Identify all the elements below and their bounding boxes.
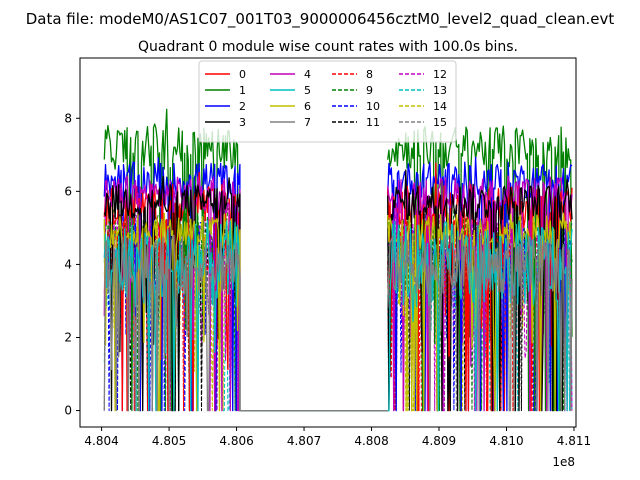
legend-label-9: 9 [366,84,373,97]
legend-label-7: 7 [304,116,311,129]
figure-suptitle: Data file: modeM0/AS1C07_001T03_90000064… [26,10,615,29]
legend-box [198,60,457,143]
axes-frame [79,57,577,428]
y-tick-label: 2 [64,330,72,344]
x-tick-label: 4.807 [287,434,321,448]
legend-label-10: 10 [366,100,380,113]
legend-label-14: 14 [433,100,447,113]
x-axis: 4.804 4.805 4.806 4.807 4.808 4.809 4.810 4.811 [84,427,591,448]
x-tick-label: 4.808 [354,434,388,448]
series-line-7 [103,234,573,412]
legend-label-4: 4 [304,68,311,81]
legend-label-6: 6 [304,100,311,113]
chart-title: Quadrant 0 module wise count rates with … [138,39,518,55]
plot-area [103,108,573,412]
legend-label-15: 15 [433,116,447,129]
x-tick-label: 4.805 [152,434,186,448]
y-tick-label: 6 [64,184,72,198]
legend-label-8: 8 [366,68,373,81]
x-tick-label: 4.804 [84,434,118,448]
legend-label-11: 11 [366,116,380,129]
x-tick-label: 4.810 [489,434,523,448]
legend-label-12: 12 [433,68,447,81]
x-tick-label: 4.806 [219,434,253,448]
legend-label-13: 13 [433,84,447,97]
y-tick-label: 8 [64,111,72,125]
x-tick-label: 4.811 [557,434,591,448]
legend-label-0: 0 [239,68,246,81]
legend-label-5: 5 [304,84,311,97]
legend-label-1: 1 [239,84,246,97]
y-axis: 0 2 4 6 8 [64,111,80,418]
x-offset-label: 1e8 [552,455,575,469]
y-tick-label: 4 [64,257,72,271]
y-tick-label: 0 [64,404,72,418]
legend-label-3: 3 [239,116,246,129]
legend-label-2: 2 [239,100,246,113]
x-tick-label: 4.809 [422,434,456,448]
